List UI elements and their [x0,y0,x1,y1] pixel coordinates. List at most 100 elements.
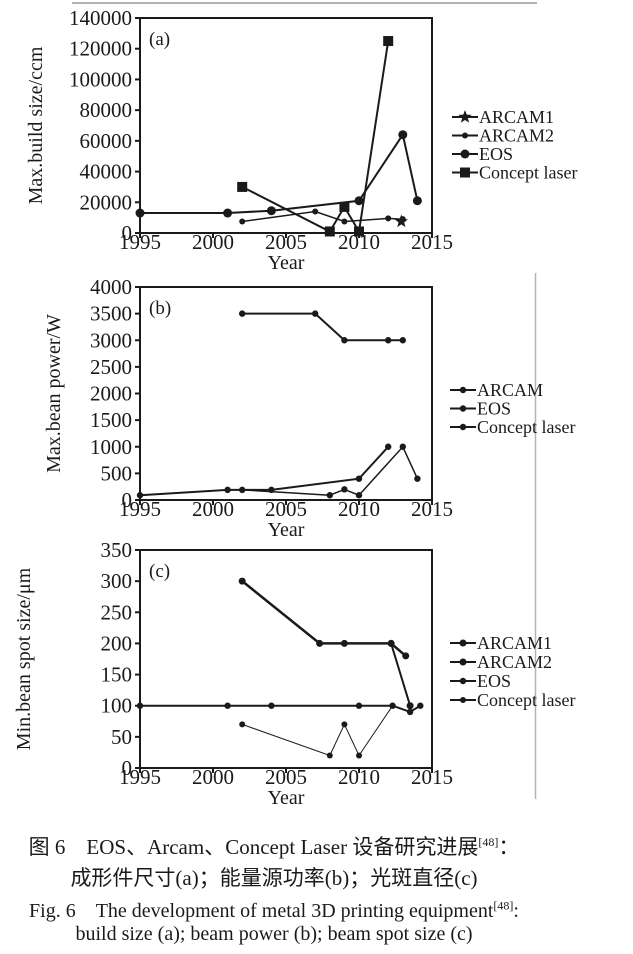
y-tick-label: 140000 [69,6,132,30]
panel-label-c: (c) [149,561,170,582]
y-tick-label: 0 [122,221,133,245]
legend-label: ARCAM1 [477,633,552,653]
y-tick-label: 50 [111,725,132,749]
x-tick-label: 2005 [265,765,307,789]
series-eos [135,130,422,218]
y-tick-label: 0 [122,756,133,780]
y-tick-label: 2500 [90,355,132,379]
panel-label-a: (a) [149,29,170,50]
series-arcam1 [238,577,410,660]
y-tick-label: 4000 [90,275,132,299]
caption-en-line1: Fig. 6 The development of metal 3D print… [0,894,548,923]
legend-label: ARCAM2 [477,652,552,672]
legend-label: Concept laser [477,690,575,710]
series-eos [136,443,392,499]
chart-c: 0 50 100 150 200 250 300 350 1995 2000 2005 2010 201… [13,538,575,809]
y-tick-label: 3000 [90,328,132,352]
legend-item-eos: EOS [452,144,513,164]
legend-label: EOS [479,144,513,164]
caption-en-line2: build size (a); beam power (b); beam spo… [75,923,473,945]
x-tick-label: 2010 [338,765,380,789]
legend-item-concept-laser: Concept laser [450,417,575,437]
legend-label: EOS [477,671,511,691]
legend-label: ARCAM2 [479,126,554,146]
caption-zh-line1: 图 6 EOS、Arcam、Concept Laser 设备研究进展[48]： [0,831,548,861]
y-tick-label: 200 [101,631,133,655]
x-axis-title: Year [268,787,305,809]
x-tick-label: 2005 [265,230,307,254]
legend-item-concept-laser: Concept laser [450,690,575,710]
x-tick-label: 1995 [119,230,161,254]
x-tick-label: 2015 [411,765,453,789]
y-tick-label: 250 [101,600,133,624]
series-concept-laser [237,36,394,237]
series-concept-laser [239,702,396,759]
panel-label-b: (b) [149,298,171,319]
y-tick-label: 500 [101,461,133,485]
caption-en-line1-colon: : [513,900,519,922]
series-arcam [239,310,406,344]
caption-zh-reference-superscript: [48] [478,835,499,849]
legend-item-eos: EOS [450,671,511,691]
y-tick-label: 2000 [90,382,132,406]
figure-charts: 0200004000060000800001000001200001400001… [13,2,577,809]
x-tick-label: 2000 [192,230,234,254]
y-tick-label: 0 [122,488,133,512]
legend-label: Concept laser [479,163,577,183]
y-tick-label: 20000 [80,190,133,214]
caption-en-line1-text: Fig. 6 The development of metal 3D print… [29,900,494,922]
legend-item-arcam1: ARCAM1 [452,107,554,127]
caption-zh-line1-colon: ： [498,835,520,859]
series-arcam2 [387,639,414,710]
legend-item-arcam2: ARCAM2 [452,126,554,146]
chart-a: 0 20000 40000 60000 80000 100000 120000 140000 1… [25,6,577,274]
legend-item-eos: EOS [450,399,511,419]
series-eos [136,702,424,716]
legend-item-concept-laser: Concept laser [452,163,577,183]
y-axis-title: Max.build size/ccm [25,46,47,204]
y-axis-title: Max.bean power/W [43,314,65,473]
y-tick-label: 350 [101,538,133,562]
x-tick-label: 2000 [192,497,234,521]
y-tick-label: 80000 [80,98,133,122]
x-tick-label: 1995 [119,765,161,789]
y-axis-c: 0 50 100 150 200 250 300 350 [101,538,140,780]
plot-box-b [139,286,433,501]
x-axis-c: 1995 2000 2005 2010 2015 [119,765,453,789]
y-tick-label: 60000 [80,129,133,153]
y-tick-label: 100 [101,694,133,718]
x-tick-label: 2015 [411,497,453,521]
x-axis-b: 1995 2000 2005 2010 2015 [119,497,453,521]
x-tick-label: 2015 [411,230,453,254]
legend-label: EOS [477,399,511,419]
x-tick-label: 2005 [265,497,307,521]
y-tick-label: 150 [101,663,133,687]
legend-label: ARCAM [477,380,543,400]
y-tick-label: 3500 [90,302,132,326]
caption-en-reference-superscript: [48] [493,898,514,913]
y-tick-label: 1000 [90,435,132,459]
legend-label: ARCAM1 [479,107,554,127]
legend-item-arcam2: ARCAM2 [450,652,552,672]
y-tick-label: 120000 [69,37,132,61]
y-axis-a: 0 20000 40000 60000 80000 100000 120000 140000 [69,6,140,245]
plot-box-c [139,549,433,769]
x-tick-label: 2000 [192,765,234,789]
legend-label: Concept laser [477,417,575,437]
x-tick-label: 2010 [338,497,380,521]
series-concept-laser [239,443,421,499]
x-axis-title: Year [268,519,305,541]
y-tick-label: 40000 [80,160,133,184]
y-tick-label: 300 [101,569,133,593]
legend-item-arcam: ARCAM [450,380,543,400]
x-tick-label: 1995 [119,497,161,521]
plot-box-a [139,17,433,234]
caption-zh-line2: 成形件尺寸(a)；能量源功率(b)；光斑直径(c) [70,866,478,890]
y-tick-label: 100000 [69,67,132,91]
